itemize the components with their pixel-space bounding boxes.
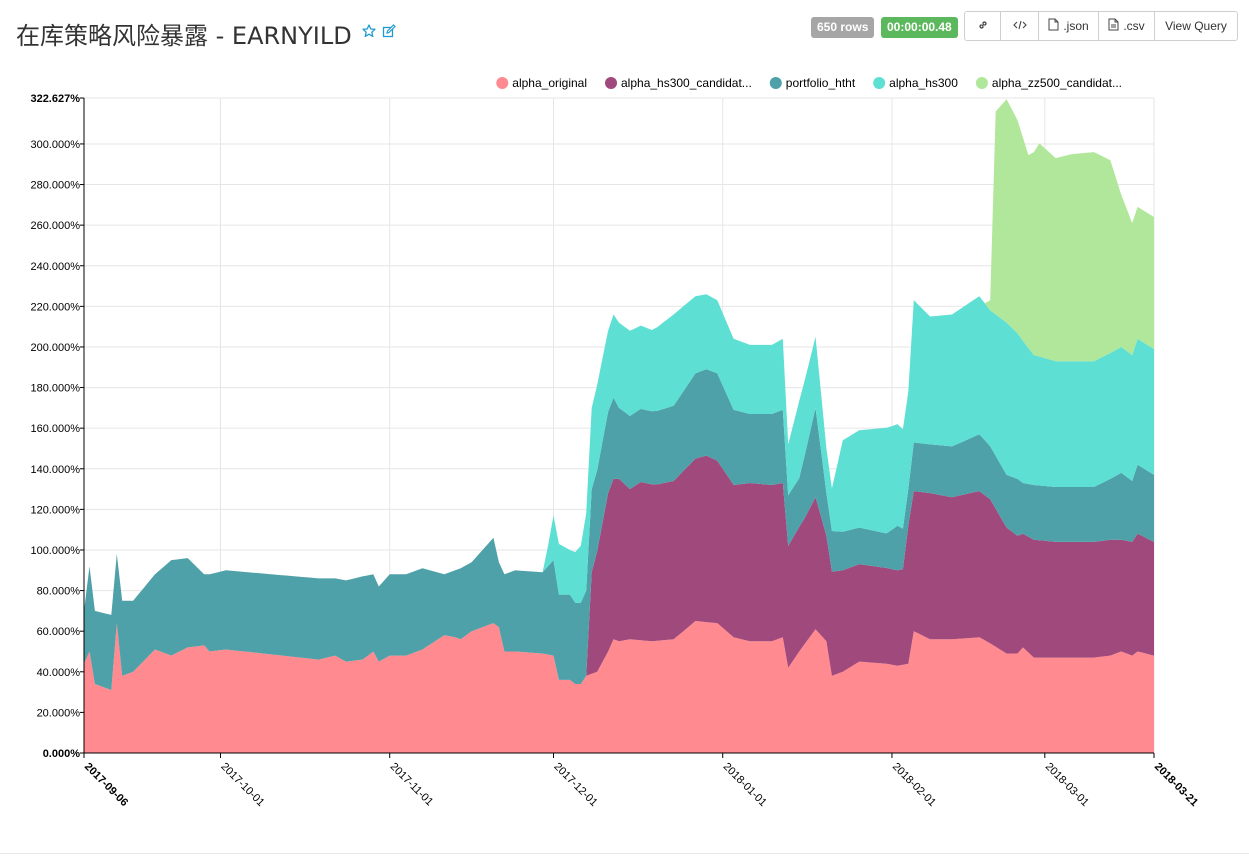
legend-label: alpha_hs300	[889, 76, 958, 90]
legend-item[interactable]: alpha_hs300	[873, 76, 958, 90]
y-tick-label: 60.000%	[37, 626, 81, 638]
legend-swatch	[975, 77, 988, 89]
file-icon	[1048, 18, 1059, 34]
chart-legend: alpha_original alpha_hs300_candidat... por…	[496, 76, 1122, 90]
y-tick-label: 200.000%	[30, 342, 80, 354]
y-tick-label: 100.000%	[30, 545, 80, 557]
x-tick-label: 2017-11-01	[388, 761, 436, 809]
y-tick-label: 160.000%	[30, 423, 80, 435]
legend-label: alpha_zz500_candidat...	[992, 76, 1122, 90]
link-icon	[977, 19, 989, 34]
export-csv-button[interactable]: .csv	[1099, 12, 1155, 40]
query-time-badge: 00:00:00.48	[881, 17, 958, 38]
area-alpha-hs300-candidat	[84, 455, 1154, 691]
y-tick-label: 20.000%	[37, 707, 81, 719]
area-alpha-original	[84, 621, 1154, 753]
export-json-button[interactable]: .json	[1039, 12, 1099, 40]
star-icon[interactable]	[362, 24, 376, 38]
x-tick-label: 2017-09-06	[82, 761, 130, 809]
x-tick-label: 2017-10-01	[218, 761, 266, 809]
y-tick-label: 280.000%	[30, 180, 80, 192]
legend-swatch	[496, 77, 509, 89]
x-tick-label: 2018-02-01	[890, 761, 938, 809]
toolbar-button-group: .json .csv View Query	[964, 11, 1238, 41]
y-tick-label: 180.000%	[30, 383, 80, 395]
y-tick-label: 240.000%	[30, 261, 80, 273]
x-tick-label: 2018-03-21	[1152, 761, 1200, 809]
y-tick-label: 300.000%	[30, 139, 80, 151]
y-tick-label: 260.000%	[30, 220, 80, 232]
stacked-area-chart: alpha_original alpha_hs300_candidat... por…	[30, 76, 1200, 809]
legend-swatch	[873, 77, 886, 89]
view-query-button[interactable]: View Query	[1155, 12, 1237, 40]
x-tick-label: 2017-12-01	[551, 761, 599, 809]
embed-code-button[interactable]	[1001, 12, 1039, 40]
file-text-icon	[1108, 18, 1119, 34]
legend-item[interactable]: alpha_hs300_candidat...	[605, 76, 752, 90]
export-json-label: .json	[1063, 19, 1089, 33]
row-count-badge: 650 rows	[811, 17, 875, 38]
y-tick-label: 80.000%	[37, 586, 81, 598]
view-query-label: View Query	[1165, 19, 1227, 33]
legend-label: portfolio_htht	[786, 76, 856, 90]
x-tick-label: 2018-03-01	[1043, 761, 1091, 809]
y-tick-label: 40.000%	[37, 667, 81, 679]
y-tick-label: 322.627%	[30, 93, 80, 105]
page-title: 在库策略风险暴露 - EARNYILD	[16, 22, 352, 50]
area-alpha-zz500-candidat	[84, 99, 1154, 615]
y-tick-label: 120.000%	[30, 504, 80, 516]
legend-swatch	[769, 77, 782, 89]
area-alpha-hs300	[84, 294, 1154, 615]
x-tick-label: 2018-01-01	[721, 761, 769, 809]
legend-item[interactable]: portfolio_htht	[769, 76, 856, 90]
footer-divider	[0, 853, 1249, 854]
y-tick-label: 220.000%	[30, 301, 80, 313]
legend-label: alpha_hs300_candidat...	[621, 76, 752, 90]
area-portfolio-htht	[84, 369, 1154, 691]
edit-icon[interactable]	[382, 24, 396, 38]
legend-label: alpha_original	[512, 76, 587, 90]
export-csv-label: .csv	[1123, 19, 1145, 33]
chart-areas	[84, 99, 1154, 753]
y-tick-label: 140.000%	[30, 464, 80, 476]
legend-item[interactable]: alpha_original	[496, 76, 587, 90]
legend-item[interactable]: alpha_zz500_candidat...	[975, 76, 1122, 90]
legend-swatch	[605, 77, 618, 89]
copy-link-button[interactable]	[965, 12, 1001, 40]
y-tick-label: 0.000%	[43, 748, 81, 760]
code-icon	[1012, 19, 1027, 34]
